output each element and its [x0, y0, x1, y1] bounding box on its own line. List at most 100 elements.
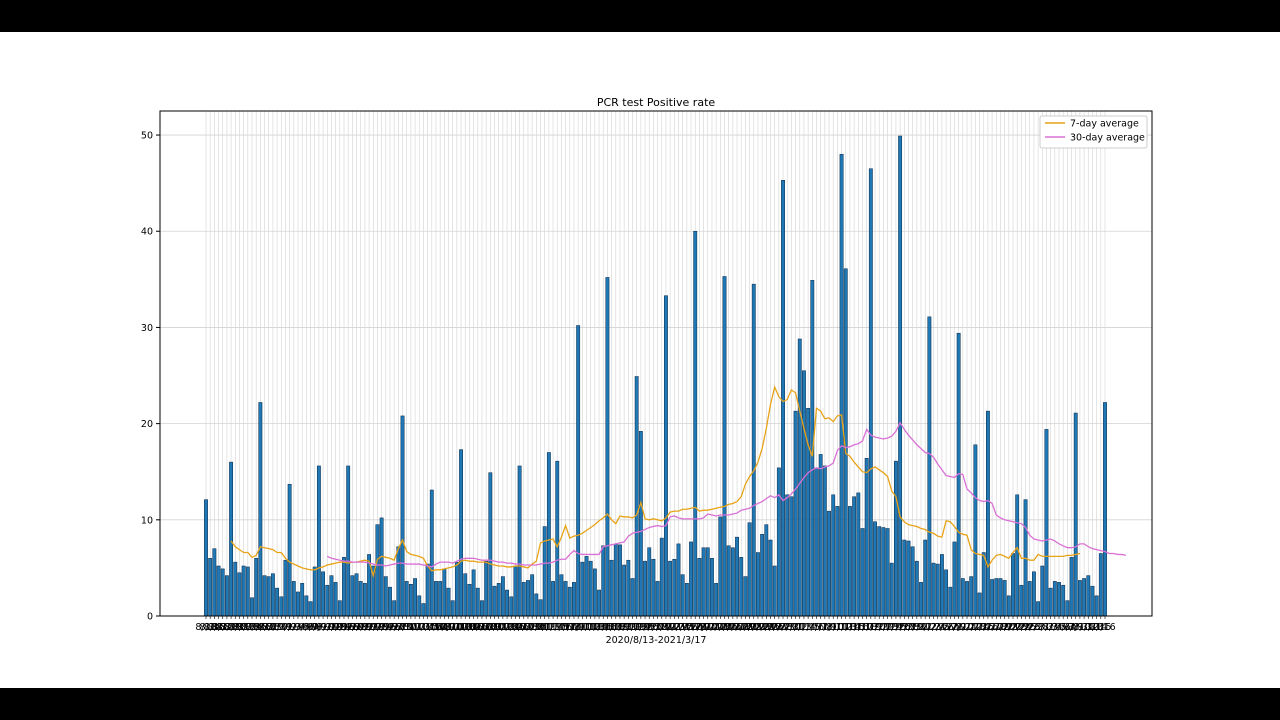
bar: [722, 276, 727, 617]
bar: [425, 563, 430, 617]
x-tick-label: 9/7: [303, 622, 318, 633]
x-tick-label: 2/24: [1011, 622, 1032, 633]
bar: [864, 457, 869, 617]
bar: [960, 578, 965, 617]
x-tick-label: 9/6: [299, 622, 314, 633]
bar: [383, 576, 388, 617]
x-tick-label: 12/21: [736, 622, 763, 633]
bar: [551, 581, 555, 617]
bar: [546, 452, 551, 617]
bar: [680, 574, 685, 617]
x-tick-label: 2/16: [977, 622, 998, 633]
y-tick-label: 10: [141, 515, 153, 526]
bar: [229, 461, 234, 617]
bar: [747, 522, 752, 617]
bar: [480, 600, 484, 617]
bar: [898, 135, 903, 617]
x-tick-label: 9/3: [286, 622, 301, 633]
x-tick-label: 8/18: [216, 622, 237, 633]
bar: [241, 565, 246, 617]
bar: [638, 431, 643, 617]
bar: [664, 295, 668, 617]
x-tick-label: 10/25: [498, 622, 525, 633]
bar: [296, 591, 300, 617]
x-tick-label: 3/15: [1090, 622, 1111, 633]
x-tick-label: 2/3: [926, 622, 941, 633]
x-tick-label: 11/27: [636, 622, 663, 633]
x-tick-label: 10/13: [447, 622, 474, 633]
x-tick-label: 2/23: [1007, 622, 1028, 633]
x-tick-label: 3/16: [1094, 622, 1115, 633]
bar: [940, 554, 944, 617]
x-tick-label: 1/3: [796, 622, 811, 633]
x-tick-label: 2/18: [986, 622, 1007, 633]
x-tick-label: 9/18: [346, 622, 367, 633]
bar: [634, 376, 639, 617]
bar: [651, 558, 656, 617]
x-tick-label: 1/5: [805, 622, 820, 633]
x-tick-label: 3/10: [1069, 622, 1090, 633]
bar: [204, 499, 208, 617]
x-tick-label: 10/6: [421, 622, 442, 633]
bar: [647, 547, 652, 617]
x-tick-label: 2/15: [973, 622, 994, 633]
x-tick-label: 1/22: [873, 622, 894, 633]
x-tick-label: 1/17: [852, 622, 873, 633]
x-tick-label: 1/9: [821, 622, 836, 633]
x-tick-label: 8/24: [241, 622, 262, 633]
bar: [283, 559, 288, 617]
x-tick-label: 9/15: [333, 622, 354, 633]
bar: [1057, 582, 1061, 617]
x-tick-label: 1/27: [894, 622, 915, 633]
bar: [739, 557, 744, 617]
bar: [354, 573, 359, 617]
x-tick-label: 12/27: [761, 622, 788, 633]
x-tick-label: 11/5: [547, 622, 568, 633]
x-tick-label: 9/14: [329, 622, 350, 633]
x-tick-label: 11/18: [598, 622, 625, 633]
x-tick-label: 1/19: [860, 622, 881, 633]
x-tick-label: 3/4: [1047, 622, 1062, 633]
bar: [388, 586, 392, 617]
x-tick-label: 8/13: [195, 622, 216, 633]
x-tick-label: 1/25: [885, 622, 906, 633]
x-tick-label: 10/14: [452, 622, 479, 633]
x-tick-label: 2/9: [951, 622, 966, 633]
x-tick-label: 10/5: [417, 622, 438, 633]
bar: [714, 583, 719, 617]
bar: [342, 557, 346, 617]
bar: [601, 545, 606, 617]
x-tick-label: 11/30: [648, 622, 675, 633]
x-tick-label: 8/26: [250, 622, 271, 633]
bar: [555, 460, 560, 617]
bar: [684, 583, 689, 617]
bar: [396, 546, 401, 617]
x-tick-label: 11/10: [564, 622, 591, 633]
x-tick-label: 9/26: [379, 622, 400, 633]
x-tick-label: 3/6: [1056, 622, 1071, 633]
x-axis: 8/138/148/158/168/178/188/198/208/218/22…: [195, 616, 1116, 633]
series-line-7day-average: [230, 385, 1081, 579]
bar: [1098, 553, 1103, 617]
bar: [421, 603, 426, 617]
x-tick-label: 12/11: [694, 622, 721, 633]
bar: [1061, 584, 1066, 617]
bar: [291, 581, 296, 617]
bar: [877, 526, 882, 617]
plot-frame: [159, 110, 1153, 617]
bars: [204, 135, 1107, 617]
bar: [321, 571, 326, 617]
bar: [488, 472, 493, 617]
bar: [1027, 581, 1032, 617]
bar: [710, 558, 714, 617]
bar: [429, 489, 434, 617]
y-tick-label: 30: [141, 323, 153, 334]
x-tick-label: 10/21: [481, 622, 508, 633]
x-tick-label: 9/10: [312, 622, 333, 633]
bar: [668, 560, 673, 617]
x-tick-label: 11/12: [573, 622, 600, 633]
x-tick-label: 1/18: [856, 622, 877, 633]
bar: [701, 547, 706, 617]
x-tick-label: 12/29: [769, 622, 796, 633]
x-tick-label: 2/13: [965, 622, 986, 633]
